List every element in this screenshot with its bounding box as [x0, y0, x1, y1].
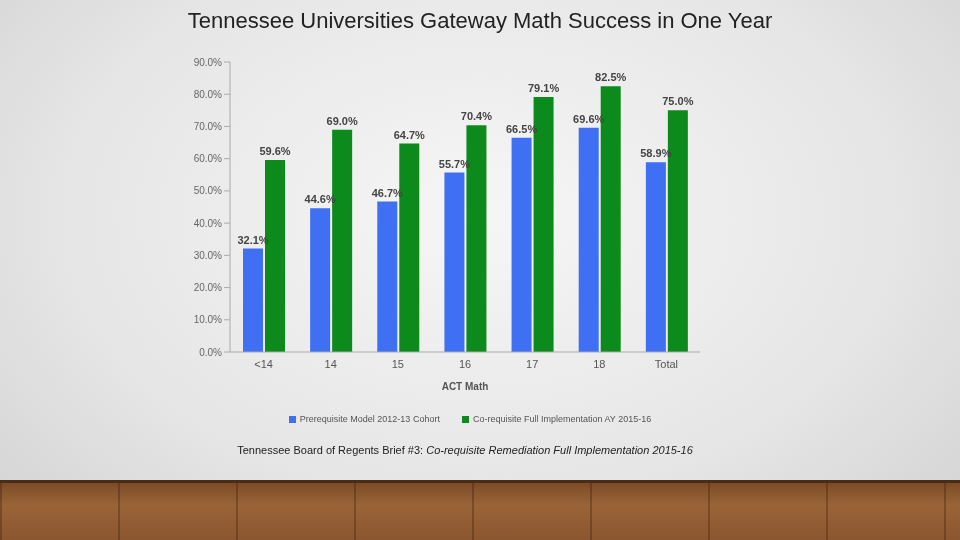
svg-text:46.7%: 46.7% — [372, 187, 403, 199]
svg-text:40.0%: 40.0% — [194, 218, 222, 229]
svg-text:<14: <14 — [254, 358, 273, 370]
svg-text:30.0%: 30.0% — [194, 250, 222, 261]
svg-text:60.0%: 60.0% — [194, 153, 222, 164]
svg-text:20.0%: 20.0% — [194, 282, 222, 293]
svg-text:79.1%: 79.1% — [528, 82, 559, 94]
svg-text:82.5%: 82.5% — [595, 71, 626, 83]
svg-text:90.0%: 90.0% — [194, 57, 222, 68]
svg-text:66.5%: 66.5% — [506, 123, 537, 135]
svg-text:69.6%: 69.6% — [573, 113, 604, 125]
svg-text:75.0%: 75.0% — [662, 95, 693, 107]
svg-text:50.0%: 50.0% — [194, 185, 222, 196]
svg-text:15: 15 — [392, 358, 404, 370]
html-text:Co-requisite Full Implementati: Co-requisite Full Implementation AY 2015… — [472, 414, 652, 424]
svg-text:70.4%: 70.4% — [461, 110, 492, 122]
svg-text:59.6%: 59.6% — [259, 145, 290, 157]
svg-text:0.0%: 0.0% — [199, 347, 222, 358]
svg-text:Total: Total — [655, 358, 678, 370]
svg-text:16: 16 — [459, 358, 471, 370]
svg-text:69.0%: 69.0% — [327, 115, 358, 127]
svg-text:17: 17 — [526, 358, 538, 370]
svg-text:10.0%: 10.0% — [194, 314, 222, 325]
svg-text:32.1%: 32.1% — [237, 234, 268, 246]
html-text:Tennessee Board of Regents Bri: Tennessee Board of Regents Brief #3: Co-… — [237, 444, 693, 456]
svg-text:14: 14 — [325, 358, 337, 370]
svg-text:18: 18 — [593, 358, 605, 370]
svg-text:55.7%: 55.7% — [439, 158, 470, 170]
svg-text:ACT Math: ACT Math — [442, 381, 489, 392]
svg-text:44.6%: 44.6% — [305, 193, 336, 205]
svg-text:70.0%: 70.0% — [194, 121, 222, 132]
html-text:Prerequisite Model 2012-13 Coh: Prerequisite Model 2012-13 Cohort — [299, 414, 440, 424]
svg-text:80.0%: 80.0% — [194, 89, 222, 100]
html-text:Tennessee Universities Gateway: Tennessee Universities Gateway Math Succ… — [187, 8, 773, 33]
svg-text:58.9%: 58.9% — [640, 147, 671, 159]
svg-text:64.7%: 64.7% — [394, 129, 425, 141]
